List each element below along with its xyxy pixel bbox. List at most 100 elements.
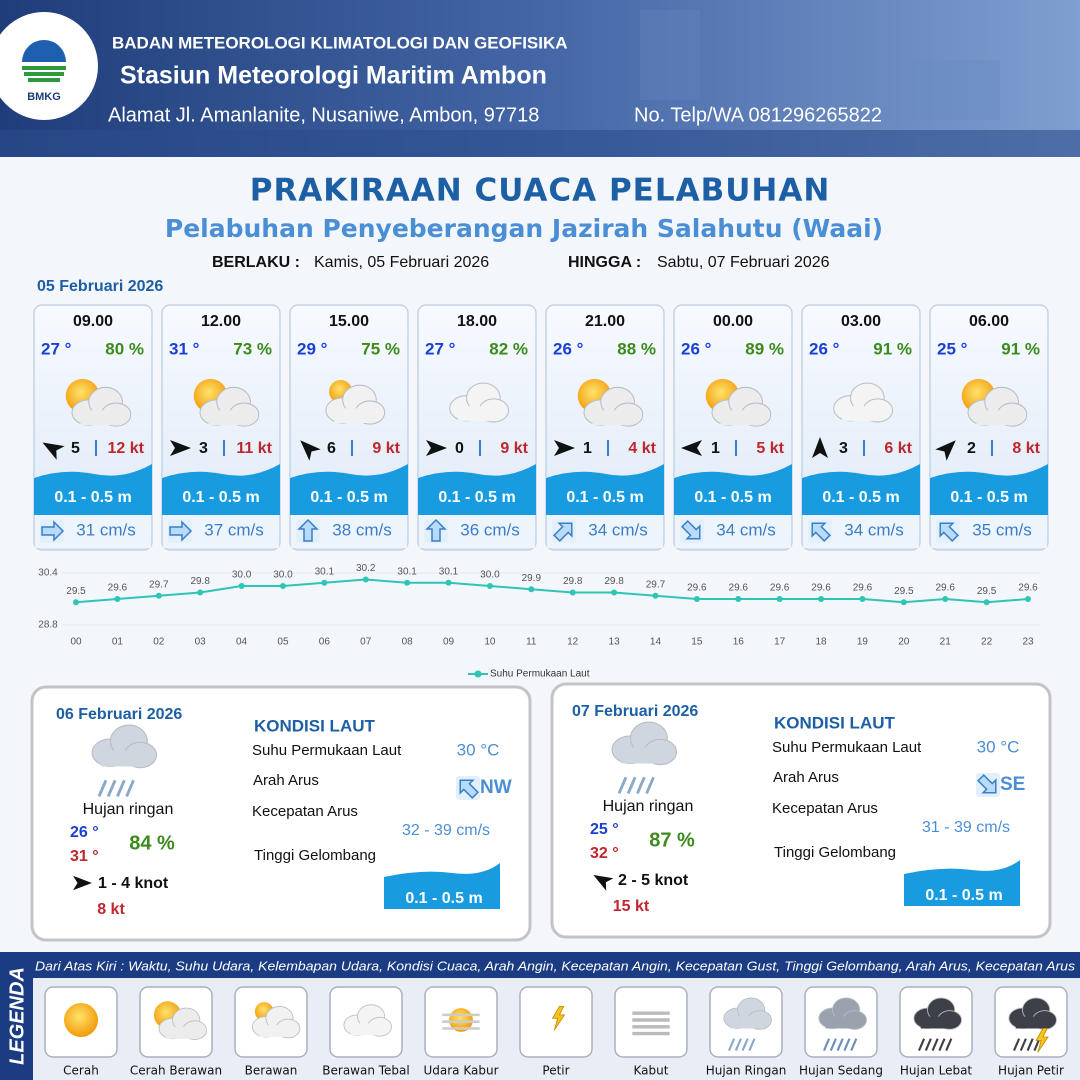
data-label: 29.8 (563, 576, 583, 587)
rain (116, 779, 126, 797)
header-decor (640, 10, 700, 100)
cloud-part (350, 1023, 382, 1036)
wind-arrow (593, 875, 614, 891)
rain (748, 1038, 756, 1052)
rain (823, 1038, 831, 1052)
rain (636, 776, 646, 794)
current-speed: 36 cm/s (460, 520, 520, 539)
x-tick-label: 11 (526, 637, 537, 648)
gust: 9 kt (500, 440, 528, 457)
data-label: 30.1 (439, 566, 459, 577)
current-speed: 31 - 39 cm/s (922, 819, 1010, 836)
rain (836, 1038, 844, 1052)
cloud-part (458, 406, 496, 421)
wave-band (802, 464, 920, 515)
x-tick-label: 09 (443, 637, 455, 648)
wave-band (162, 464, 280, 515)
wave-band (34, 464, 152, 515)
cloud (711, 386, 772, 427)
temperature: 26 ° (809, 339, 840, 358)
current-dir-label: Arah Arus (253, 772, 319, 789)
x-tick-label: 12 (567, 637, 579, 648)
temp-min: 25 ° (590, 821, 619, 838)
data-label: 30.2 (356, 563, 376, 574)
sst-point (404, 579, 411, 586)
data-label: 29.6 (1018, 583, 1038, 594)
legend-item: Berawan (245, 1064, 298, 1078)
cloud (818, 997, 867, 1030)
y-tick-label: 28.8 (38, 620, 58, 631)
wind-arrow (73, 875, 92, 891)
current-dir: NW (480, 777, 512, 798)
data-label: 29.5 (977, 586, 997, 597)
current-arrow (41, 520, 65, 542)
humidity: 89 % (745, 339, 784, 358)
cloud (913, 997, 962, 1030)
weather-icon (632, 1011, 670, 1036)
legend-item: Hujan Ringan (706, 1064, 787, 1078)
sea-title: KONDISI LAUT (254, 716, 376, 735)
data-label: 29.8 (604, 576, 624, 587)
rain (626, 776, 637, 794)
sst-label: Suhu Permukaan Laut (772, 739, 922, 756)
wind-arrow (681, 440, 702, 456)
wave-height: 0.1 - 0.5 m (925, 887, 1002, 904)
data-label: 29.8 (190, 576, 210, 587)
x-tick-label: 04 (236, 637, 248, 648)
legend-item: Petir (542, 1064, 569, 1078)
data-label: 29.6 (853, 583, 873, 594)
time: 15.00 (329, 313, 369, 330)
legend-item: Berawan Tebal (322, 1064, 409, 1078)
x-tick-label: 21 (940, 637, 952, 648)
current-arrow (681, 520, 701, 540)
legend-item: Udara Kabur (423, 1064, 498, 1078)
wind-speed: 2 (967, 440, 976, 457)
humidity: 80 % (105, 339, 144, 358)
temperature: 26 ° (681, 339, 712, 358)
legend-item: Hujan Sedang (799, 1064, 883, 1078)
legend-label: Suhu Permukaan Laut (490, 669, 590, 680)
x-tick-label: 18 (815, 637, 827, 648)
cloud (611, 721, 678, 766)
x-tick-label: 20 (898, 637, 910, 648)
wave-height: 0.1 - 0.5 m (566, 489, 643, 506)
cloud (325, 384, 386, 425)
humidity: 75 % (361, 339, 400, 358)
data-label: 30.0 (232, 570, 252, 581)
x-tick-label: 14 (650, 637, 662, 648)
bolt (551, 1005, 566, 1031)
rain (734, 1038, 742, 1052)
sst-point (155, 592, 162, 599)
current-arrow (459, 779, 479, 799)
time: 18.00 (457, 313, 497, 330)
cloud-part (334, 408, 373, 423)
x-tick-label: 08 (402, 637, 414, 648)
valid-to: Sabtu, 07 Februari 2026 (657, 254, 830, 271)
cloud-part (842, 406, 880, 421)
wind-arrow (300, 440, 321, 461)
data-label: 29.6 (811, 583, 831, 594)
weather-icon (833, 382, 894, 423)
legend-icon-box (519, 986, 593, 1058)
temperature: 26 ° (553, 339, 584, 358)
sst-point (983, 599, 990, 606)
wave-height: 0.1 - 0.5 m (54, 489, 131, 506)
rain (97, 779, 108, 797)
x-tick-label: 06 (319, 637, 331, 648)
weather-icon (449, 382, 510, 423)
logo-mark (22, 66, 66, 82)
gust: 5 kt (756, 440, 784, 457)
wave-label: Tinggi Gelombang (774, 844, 896, 861)
gust: 4 kt (628, 440, 656, 457)
sst-point (652, 592, 659, 599)
cloud (158, 1007, 208, 1040)
x-tick-label: 10 (484, 637, 496, 648)
time: 09.00 (73, 313, 113, 330)
rain (938, 1038, 946, 1052)
weather-icon (961, 378, 1028, 427)
cloud-part (1015, 1016, 1047, 1029)
temp-min: 26 ° (70, 824, 99, 841)
wind-speed: 3 (199, 440, 208, 457)
rain (125, 779, 135, 797)
